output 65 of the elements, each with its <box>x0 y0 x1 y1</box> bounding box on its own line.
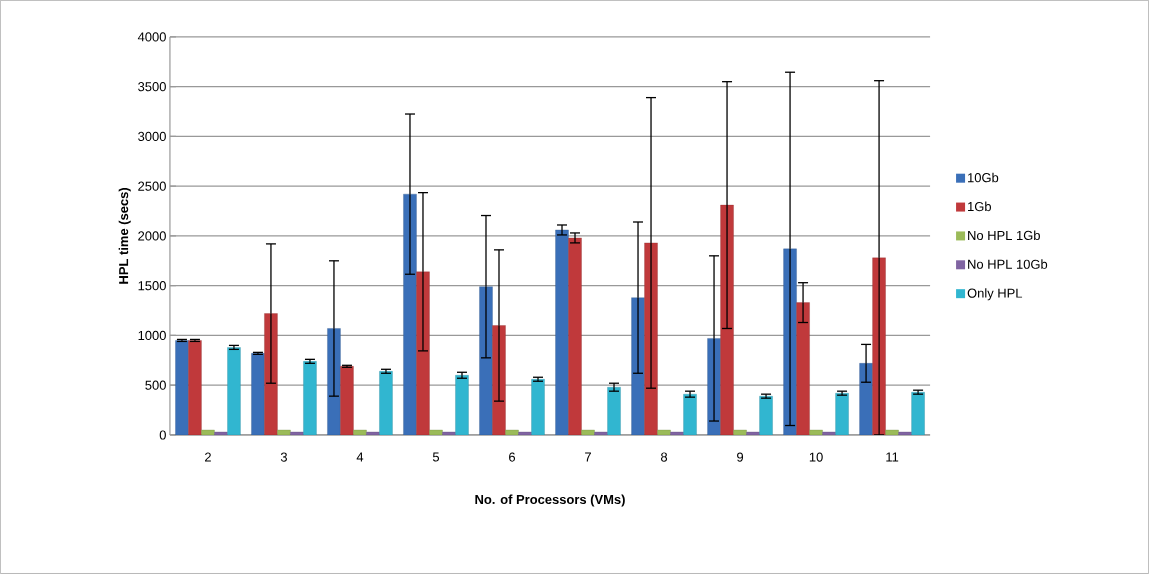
y-axis-title: HPL time (secs) <box>118 188 131 284</box>
bar <box>759 396 773 436</box>
bar <box>277 429 291 436</box>
bar <box>303 361 317 436</box>
legend-label: 1Gb <box>968 201 991 212</box>
bar <box>442 431 456 436</box>
bar <box>568 237 582 436</box>
bar <box>416 271 430 436</box>
bar <box>353 429 367 436</box>
bar <box>885 429 899 436</box>
bar <box>251 353 265 436</box>
bar <box>201 429 215 436</box>
x-tick-label: 10 <box>809 452 823 462</box>
y-tick-label: 4000 <box>137 32 166 42</box>
bar <box>518 431 532 436</box>
x-axis-title: No. of Processors (VMs) <box>475 494 625 507</box>
bar <box>290 431 304 436</box>
bar <box>188 340 202 436</box>
bar <box>683 394 697 436</box>
x-tick-label: 5 <box>432 452 440 462</box>
bar <box>796 302 810 436</box>
bar <box>429 429 443 436</box>
bar <box>822 431 836 436</box>
bar <box>733 429 747 436</box>
bar <box>455 375 469 436</box>
bar <box>581 429 595 436</box>
bar <box>555 229 569 436</box>
bar <box>670 431 684 436</box>
legend-label: Only HPL <box>967 288 1023 301</box>
bar <box>809 429 823 436</box>
bar <box>379 371 393 436</box>
bar <box>911 392 925 436</box>
x-tick-label: 4 <box>356 452 364 462</box>
y-tick-label: 500 <box>145 380 166 390</box>
x-tick-label: 8 <box>660 452 668 462</box>
bar <box>607 387 621 436</box>
bar <box>898 431 912 436</box>
x-tick-label: 6 <box>509 452 516 462</box>
x-tick-label: 9 <box>737 452 744 462</box>
bar <box>227 347 241 436</box>
y-tick-label: 0 <box>159 430 166 440</box>
legend-label: No HPL 10Gb <box>968 259 1048 269</box>
legend-label: No HPL 1Gb <box>968 230 1040 241</box>
y-tick-label: 1000 <box>138 330 166 341</box>
x-tick-label: 11 <box>886 452 899 462</box>
y-tick-label: 2000 <box>138 231 166 241</box>
bar <box>835 393 849 436</box>
bar <box>594 431 608 436</box>
y-tick-label: 2500 <box>138 181 166 191</box>
y-tick-label: 3000 <box>138 131 166 142</box>
bar <box>505 429 519 436</box>
y-tick-label: 3500 <box>138 82 166 92</box>
x-tick-label: 2 <box>205 452 211 462</box>
bar <box>340 366 354 436</box>
bar <box>403 194 417 436</box>
x-tick-label: 7 <box>585 452 591 462</box>
bar <box>366 431 380 436</box>
bar <box>657 429 671 436</box>
legend-label: 10Gb <box>968 172 999 183</box>
bar <box>214 431 228 436</box>
bar <box>746 431 760 436</box>
x-tick-label: 3 <box>280 452 287 462</box>
bar <box>531 379 545 436</box>
bar <box>175 340 189 436</box>
y-tick-label: 1500 <box>138 281 166 291</box>
